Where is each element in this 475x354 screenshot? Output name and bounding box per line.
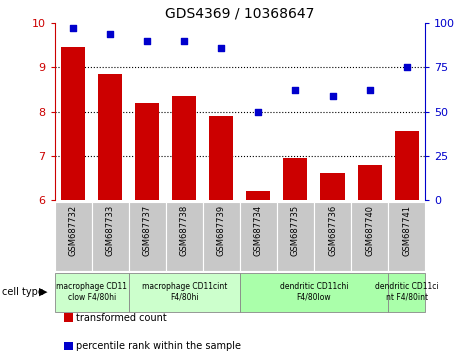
Text: GSM687737: GSM687737 xyxy=(143,205,152,257)
Text: macrophage CD11
clow F4/80hi: macrophage CD11 clow F4/80hi xyxy=(56,282,127,302)
Bar xyxy=(240,273,388,312)
Bar xyxy=(129,273,240,312)
Point xyxy=(180,38,188,44)
Bar xyxy=(61,47,85,200)
Point xyxy=(69,25,77,31)
Text: GSM687736: GSM687736 xyxy=(328,205,337,257)
Bar xyxy=(55,273,129,312)
Bar xyxy=(388,273,425,312)
Point xyxy=(292,87,299,93)
Bar xyxy=(203,202,240,271)
Bar xyxy=(209,116,233,200)
Text: GSM687739: GSM687739 xyxy=(217,205,226,256)
Point xyxy=(366,87,373,93)
Bar xyxy=(395,131,418,200)
Point xyxy=(143,38,151,44)
Text: cell type: cell type xyxy=(2,287,44,297)
Text: GSM687741: GSM687741 xyxy=(402,205,411,256)
Text: GSM687734: GSM687734 xyxy=(254,205,263,256)
Bar xyxy=(240,202,277,271)
Bar xyxy=(172,96,196,200)
Bar xyxy=(247,191,270,200)
Text: GSM687740: GSM687740 xyxy=(365,205,374,256)
Bar xyxy=(98,74,122,200)
Text: macrophage CD11cint
F4/80hi: macrophage CD11cint F4/80hi xyxy=(142,282,227,302)
Bar xyxy=(129,202,166,271)
Text: GSM687732: GSM687732 xyxy=(69,205,77,256)
Point xyxy=(255,109,262,114)
Text: dendritic CD11ci
nt F4/80int: dendritic CD11ci nt F4/80int xyxy=(375,282,438,302)
Bar xyxy=(284,158,307,200)
Bar xyxy=(55,202,92,271)
Point xyxy=(218,45,225,51)
Point xyxy=(329,93,336,98)
Text: GSM687733: GSM687733 xyxy=(106,205,114,257)
Point xyxy=(106,31,114,36)
Text: dendritic CD11chi
F4/80low: dendritic CD11chi F4/80low xyxy=(280,282,348,302)
Text: percentile rank within the sample: percentile rank within the sample xyxy=(76,341,241,351)
Bar xyxy=(135,103,159,200)
Title: GDS4369 / 10368647: GDS4369 / 10368647 xyxy=(165,6,314,21)
Bar xyxy=(358,165,381,200)
Bar xyxy=(166,202,203,271)
Bar xyxy=(388,202,425,271)
Bar xyxy=(277,202,314,271)
Bar xyxy=(351,202,388,271)
Text: transformed count: transformed count xyxy=(76,313,167,323)
Bar xyxy=(92,202,129,271)
Text: GSM687735: GSM687735 xyxy=(291,205,300,256)
Text: GSM687738: GSM687738 xyxy=(180,205,189,257)
Bar xyxy=(314,202,351,271)
Bar xyxy=(321,173,344,200)
Text: ▶: ▶ xyxy=(39,287,48,297)
Point xyxy=(403,64,410,70)
